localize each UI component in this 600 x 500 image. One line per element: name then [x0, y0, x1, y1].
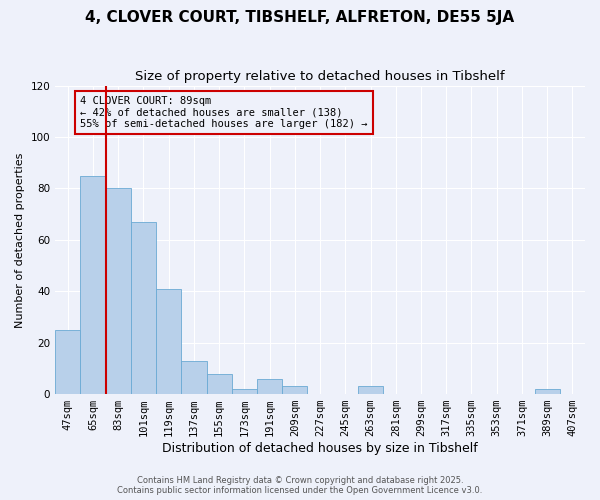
- Bar: [80, 176, 106, 394]
- Bar: [282, 386, 307, 394]
- Text: 4, CLOVER COURT, TIBSHELF, ALFRETON, DE55 5JA: 4, CLOVER COURT, TIBSHELF, ALFRETON, DE5…: [85, 10, 515, 25]
- Bar: [535, 389, 560, 394]
- Bar: [156, 288, 181, 394]
- X-axis label: Distribution of detached houses by size in Tibshelf: Distribution of detached houses by size …: [162, 442, 478, 455]
- Bar: [358, 386, 383, 394]
- Text: 4 CLOVER COURT: 89sqm
← 42% of detached houses are smaller (138)
55% of semi-det: 4 CLOVER COURT: 89sqm ← 42% of detached …: [80, 96, 368, 129]
- Y-axis label: Number of detached properties: Number of detached properties: [15, 152, 25, 328]
- Bar: [206, 374, 232, 394]
- Bar: [257, 378, 282, 394]
- Bar: [131, 222, 156, 394]
- Bar: [55, 330, 80, 394]
- Title: Size of property relative to detached houses in Tibshelf: Size of property relative to detached ho…: [135, 70, 505, 83]
- Bar: [106, 188, 131, 394]
- Bar: [232, 389, 257, 394]
- Bar: [181, 360, 206, 394]
- Text: Contains HM Land Registry data © Crown copyright and database right 2025.
Contai: Contains HM Land Registry data © Crown c…: [118, 476, 482, 495]
